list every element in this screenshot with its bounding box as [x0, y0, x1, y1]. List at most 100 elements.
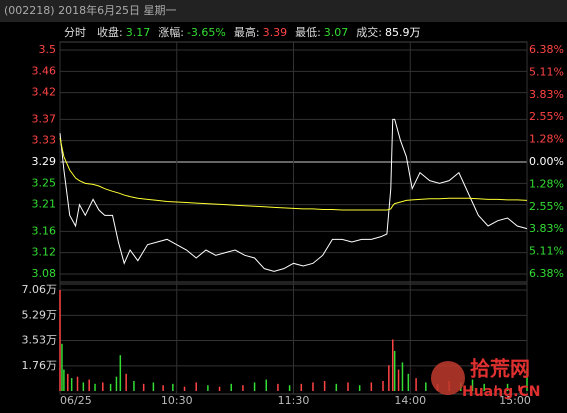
volume-bar: [526, 368, 528, 391]
volume-bar: [335, 383, 338, 391]
y-tick-label: 3.42: [32, 86, 57, 99]
y-tick-label: 3.5: [39, 43, 57, 56]
volume-bar: [393, 350, 396, 391]
info-value: 85.9万: [385, 26, 421, 39]
volume-bar: [94, 383, 96, 391]
volume-bar: [495, 385, 497, 391]
volume-bar: [70, 378, 73, 391]
header-bar: [0, 0, 567, 22]
volume-bar: [67, 373, 69, 391]
volume-bar: [382, 380, 384, 391]
volume-bar: [218, 386, 221, 391]
price-line: [59, 137, 528, 211]
volume-bar: [277, 383, 279, 391]
volume-bar: [415, 378, 417, 391]
volume-bar: [506, 383, 509, 391]
volume-bar: [388, 365, 390, 391]
y-tick-label: 3.21: [32, 198, 57, 211]
y-tick-label: 1.76万: [22, 359, 58, 372]
info-label: 分时: [64, 26, 86, 39]
volume-bar: [88, 379, 90, 391]
y2-tick-label: 0.00%: [529, 155, 564, 168]
y-tick-label: 3.53万: [22, 334, 58, 347]
x-tick-label: 10:30: [161, 394, 193, 407]
info-value: 3.17: [126, 26, 151, 39]
volume-bar: [207, 385, 209, 391]
volume-bar: [76, 376, 79, 391]
info-value: -3.65%: [187, 26, 226, 39]
y2-tick-label: 1.28%: [529, 133, 564, 146]
volume-bar: [407, 373, 410, 391]
y2-tick-label: 3.83%: [529, 88, 564, 101]
volume-bar: [142, 383, 145, 391]
x-tick-label: 15:00: [499, 394, 531, 407]
x-tick-label: 11:30: [278, 394, 310, 407]
y-tick-label: 3.37: [32, 112, 57, 125]
x-tick-label: 06/25: [60, 394, 92, 407]
y-tick-label: 3.12: [32, 246, 57, 259]
y2-tick-label: 3.83%: [529, 222, 564, 235]
y2-tick-label: 2.55%: [529, 200, 564, 213]
volume-bar: [370, 382, 373, 391]
volume-bar: [63, 369, 65, 391]
header-title: (002218) 2018年6月25日 星期一: [4, 3, 177, 17]
volume-bar: [195, 382, 197, 391]
volume-bar: [401, 362, 404, 391]
y-tick-label: 3.08: [32, 267, 57, 280]
volume-bar: [152, 382, 155, 391]
volume-bar: [347, 382, 349, 391]
y-tick-label: 5.29万: [22, 308, 58, 321]
y-tick-label: 3.29: [32, 155, 57, 168]
watermark-logo: [431, 361, 465, 395]
volume-bar: [230, 383, 232, 391]
info-label: 最低:: [295, 26, 321, 39]
volume-bar: [242, 385, 244, 391]
volume-bar: [133, 380, 135, 391]
y-tick-label: 3.46: [32, 64, 57, 77]
volume-bar: [61, 343, 63, 391]
volume-bar: [518, 385, 520, 391]
y2-tick-label: 5.11%: [529, 245, 564, 258]
volume-bar: [323, 380, 326, 391]
volume-bar: [300, 383, 303, 391]
y-tick-label: 7.06万: [22, 283, 58, 296]
volume-bar: [102, 382, 104, 391]
volume-bar: [253, 382, 256, 391]
volume-bar: [119, 355, 122, 391]
volume-bar: [125, 373, 127, 391]
volume-bar: [483, 383, 485, 391]
volume-bar: [391, 339, 394, 391]
volume-bar: [312, 382, 314, 391]
y2-tick-label: 2.55%: [529, 110, 564, 123]
y-tick-label: 3.16: [32, 224, 57, 237]
volume-bar: [183, 386, 186, 391]
y2-tick-label: 6.38%: [529, 267, 564, 280]
volume-bar: [162, 385, 164, 391]
volume-bar: [288, 385, 291, 391]
info-label: 涨幅:: [158, 26, 184, 39]
info-value: 3.39: [263, 26, 288, 39]
y2-tick-label: 1.28%: [529, 177, 564, 190]
y2-tick-label: 6.38%: [529, 43, 564, 56]
volume-bar: [397, 369, 400, 391]
info-label: 收盘:: [97, 25, 123, 39]
volume-bar: [82, 382, 85, 391]
volume-bar: [265, 379, 268, 391]
info-label: 最高:: [234, 25, 260, 39]
volume-bar: [109, 383, 112, 391]
volume-bar: [471, 379, 474, 391]
info-label: 成交:: [356, 25, 382, 39]
volume-bar: [358, 385, 361, 391]
volume-bar: [425, 382, 427, 391]
price-line: [59, 118, 528, 272]
x-tick-label: 14:00: [394, 394, 426, 407]
y2-tick-label: 5.11%: [529, 65, 564, 78]
volume-bar: [59, 290, 61, 391]
y-tick-label: 3.25: [32, 176, 57, 189]
volume-bar: [172, 383, 174, 391]
watermark-sub: Huang.CN: [462, 384, 540, 400]
info-value: 3.07: [324, 26, 349, 39]
volume-bar: [115, 376, 118, 391]
